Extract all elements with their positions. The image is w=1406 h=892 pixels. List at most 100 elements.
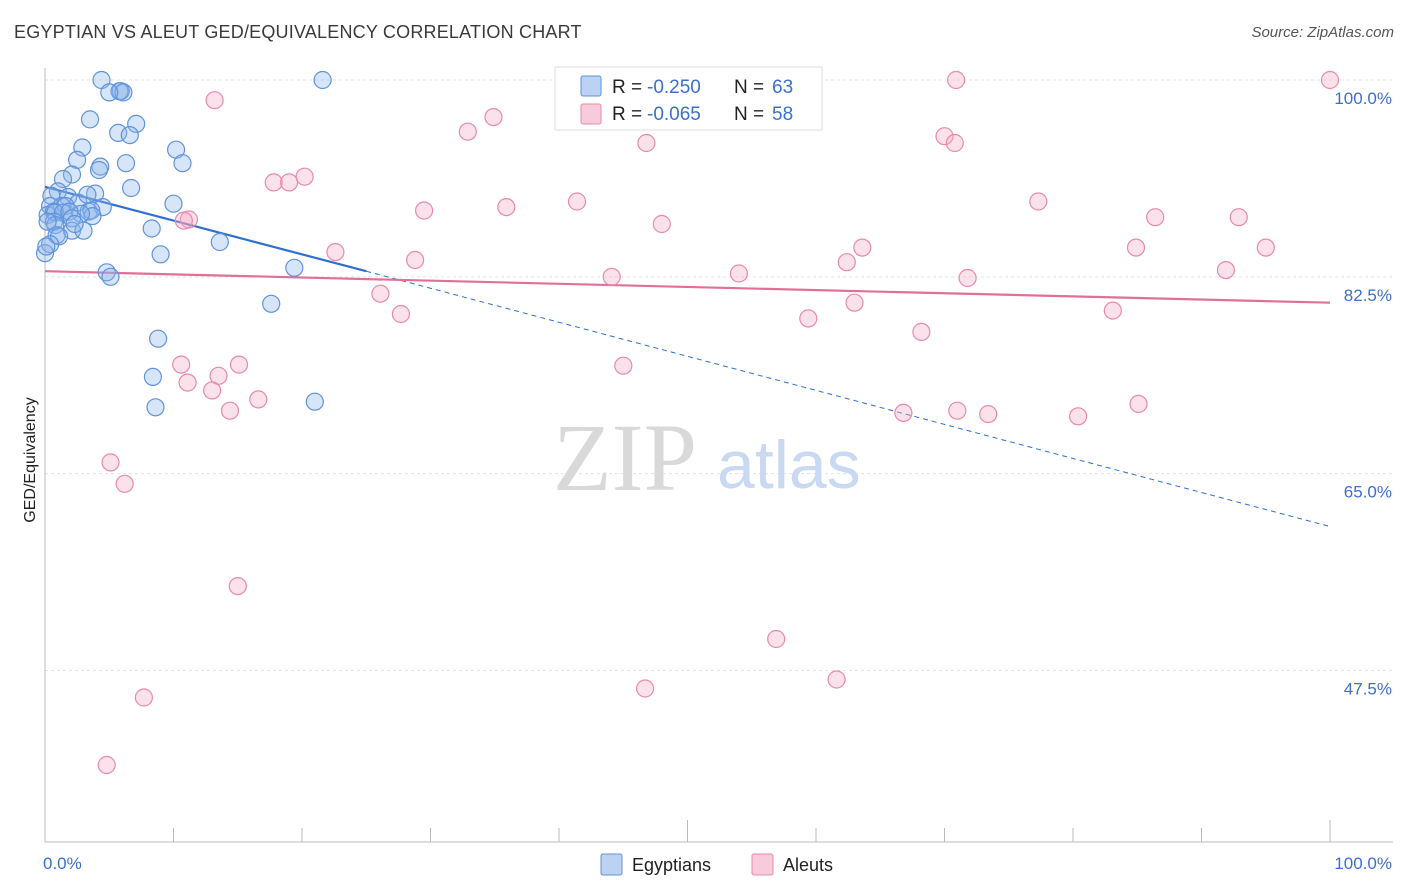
legend-n-label-aleuts: N = (734, 104, 764, 125)
tick-labels: 100.0% 82.5% 65.0% 47.5% 0.0% 100.0% (43, 89, 1392, 873)
aleuts-point (249, 390, 268, 409)
watermark-zip: ZIP (553, 404, 697, 511)
egyptians-point (151, 245, 170, 264)
axes (44, 68, 1393, 843)
egyptians-point (262, 294, 281, 313)
aleuts-point (827, 670, 846, 689)
aleuts-point (948, 401, 967, 420)
x-tick-label-1: 100.0% (1334, 854, 1392, 873)
series-aleuts (97, 70, 1340, 775)
aleuts-point (799, 309, 818, 328)
egyptians-point (37, 237, 56, 256)
aleuts-point (567, 192, 587, 211)
chart-title: EGYPTIAN VS ALEUT GED/EQUIVALENCY CORREL… (14, 22, 582, 42)
egyptians-point (143, 367, 162, 386)
aleuts-point (174, 211, 193, 230)
egyptians-point (80, 110, 100, 129)
aleuts-point (853, 238, 872, 257)
aleuts-point (837, 253, 856, 272)
stats-legend: R = -0.250 N = 63 R = -0.065 N = 58 (554, 66, 823, 131)
aleuts-point (729, 264, 749, 283)
legend-n-label-egyptians: N = (734, 77, 764, 98)
aleuts-point (326, 243, 345, 262)
aleuts-point (845, 293, 864, 312)
egyptians-point (78, 185, 97, 204)
aleuts-point (264, 173, 283, 192)
egyptians-point (173, 154, 192, 173)
aleuts-point (371, 284, 390, 303)
aleuts-point (1229, 208, 1248, 227)
aleuts-point (101, 453, 120, 472)
egyptians-point (114, 83, 133, 102)
aleuts-point (178, 373, 197, 392)
egyptians-point (65, 214, 84, 234)
egyptians-point (85, 184, 105, 203)
aleuts-point (602, 267, 621, 286)
egyptians-point (120, 126, 139, 145)
aleuts-point (1146, 208, 1165, 227)
aleuts-point (115, 474, 134, 493)
aleuts-point (652, 214, 671, 234)
egyptians-point (313, 70, 332, 90)
legend-swatch-aleuts (580, 103, 602, 125)
aleuts-point (1126, 238, 1146, 257)
y-axis-title: GED/Equivalency (22, 397, 39, 522)
aleuts-point (229, 355, 249, 374)
aleuts-point (172, 355, 191, 374)
aleuts-point (134, 688, 153, 707)
aleuts-point (458, 122, 477, 141)
aleuts-point (637, 133, 656, 153)
aleuts-point (767, 629, 786, 649)
legend-r-value-aleuts: -0.065 (647, 104, 701, 125)
egyptians-point (109, 123, 128, 142)
aleuts-point (912, 322, 931, 341)
watermark-atlas: atlas (717, 427, 861, 503)
aleuts-point (209, 366, 228, 385)
egyptians-point (100, 83, 119, 102)
aleuts-point (1029, 192, 1048, 211)
egyptians-point (62, 165, 82, 184)
egyptians-point (89, 160, 109, 180)
aleuts-point (280, 173, 299, 192)
aleuts-point (1216, 261, 1236, 280)
aleuts-point (946, 70, 966, 90)
aleuts-point (1320, 70, 1340, 90)
bottom-legend-label-aleuts: Aleuts (783, 855, 833, 875)
aleuts-point (635, 679, 655, 698)
aleuts-point (614, 356, 633, 375)
egyptians-point (101, 267, 120, 286)
bottom-legend-swatch-egyptians (600, 853, 623, 876)
bottom-legend-label-egyptians: Egyptians (632, 855, 711, 875)
egyptians-point (285, 258, 304, 277)
aleuts-point (205, 91, 224, 110)
aleuts-point (958, 268, 977, 288)
legend-swatch-egyptians (580, 75, 602, 97)
aleuts-point (415, 201, 434, 220)
legend-r-label-aleuts: R = (612, 104, 642, 125)
legend-n-value-aleuts: 58 (772, 104, 793, 125)
bottom-legend-swatch-aleuts (751, 853, 774, 876)
egyptians-point (142, 219, 161, 238)
aleuts-point (894, 403, 913, 422)
aleuts-point (945, 133, 964, 153)
y-tick-label-1: 82.5% (1344, 286, 1392, 305)
bottom-legend: Egyptians Aleuts (600, 853, 833, 876)
aleuts-point (220, 401, 240, 420)
egyptians-point (127, 114, 146, 134)
egyptians-point (122, 178, 141, 198)
aleuts-point (1256, 238, 1275, 257)
x-tick-label-0: 0.0% (43, 854, 82, 873)
egyptians-point (164, 194, 183, 213)
data-points (35, 70, 1340, 775)
egyptians-point (305, 392, 324, 411)
grid-lines (45, 79, 1393, 671)
egyptians-point (116, 154, 136, 173)
aleuts-point (97, 755, 116, 775)
aleuts-point (935, 127, 954, 146)
source-label: Source: ZipAtlas.com (1251, 24, 1394, 41)
aleuts-point (391, 304, 410, 324)
egyptians-point (93, 198, 112, 217)
aleuts-point (1103, 301, 1122, 320)
egyptians-point (146, 398, 165, 417)
